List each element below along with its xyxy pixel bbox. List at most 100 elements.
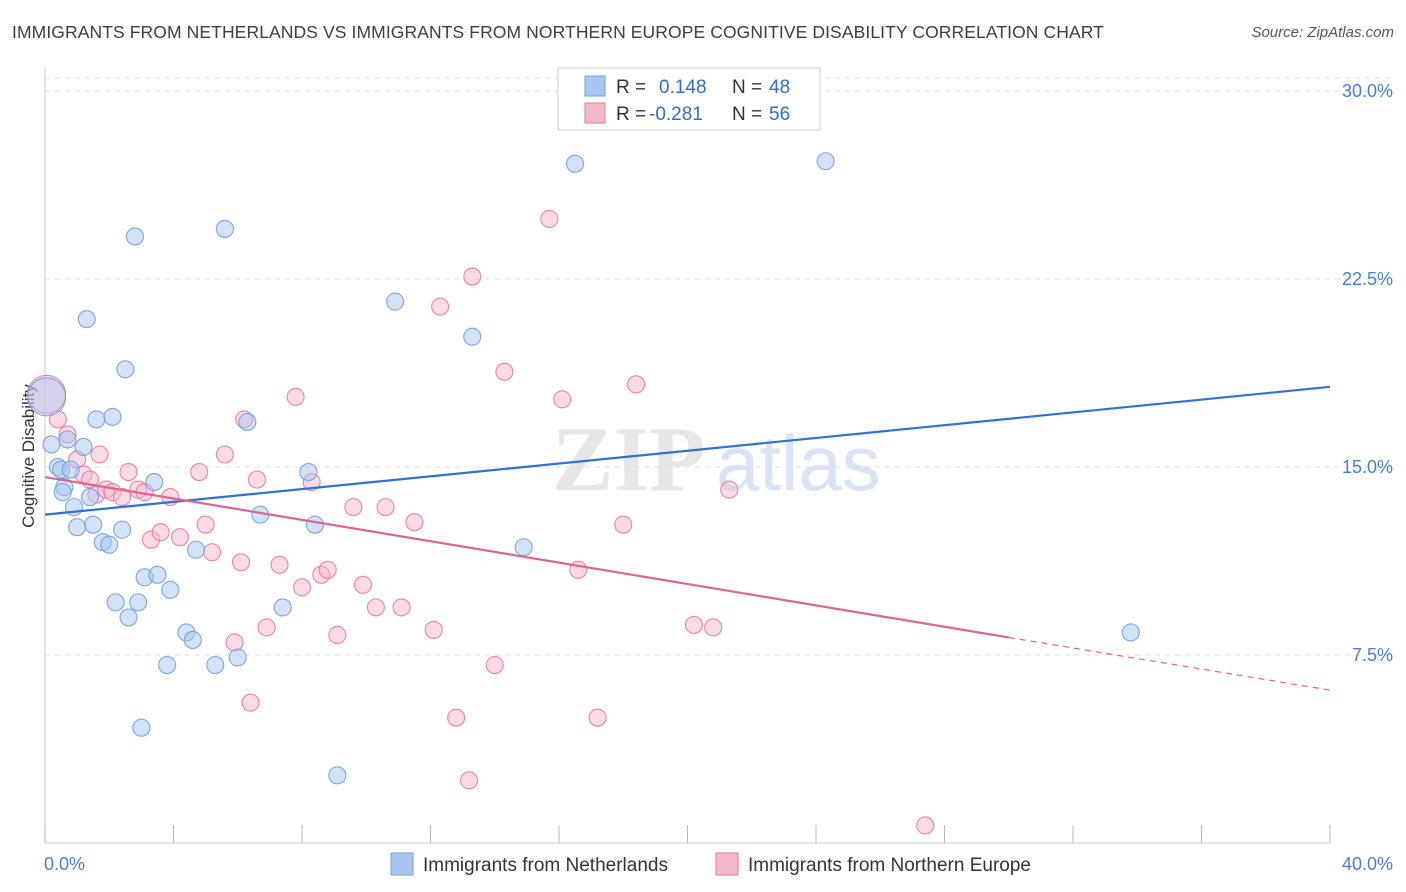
legend-n-label-1: N = [732,77,762,98]
northern-europe-trend-line [44,475,1009,639]
northern-europe-point-51 [588,708,607,727]
northern-europe-point-22 [225,633,244,652]
legend-n-label-2: N = [732,104,762,125]
netherlands-point-17 [106,593,125,612]
northern-europe-point-1 [48,410,67,429]
northern-europe-trend-extension [1008,636,1331,691]
northern-europe-point-17 [170,528,189,547]
northern-europe-point-21 [215,445,234,464]
netherlands-point-10 [77,310,96,329]
netherlands-point-9 [74,437,93,457]
northern-europe-point-10 [113,488,132,507]
axes [44,66,1331,844]
netherlands-point-46 [1121,623,1140,642]
legend-swatch-northern-europe [584,102,606,124]
netherlands-point-15 [100,535,119,554]
netherlands-point-20 [119,608,138,627]
legend-n-value-2: 56 [769,104,790,125]
northern-europe-point-35 [344,498,363,517]
netherlands-point-44 [566,154,585,173]
bottom-legend-label-northern-europe: Immigrants from Northern Europe [748,855,1031,876]
netherlands-point-21 [125,227,144,246]
netherlands-point-31 [186,540,206,559]
northern-europe-point-7 [90,445,109,464]
watermark-zip: ZIP [552,408,705,510]
northern-europe-point-33 [318,560,337,579]
northern-europe-point-49 [553,390,572,409]
netherlands-point-28 [161,580,180,599]
northern-europe-point-37 [366,598,385,617]
bottom-legend-label-netherlands: Immigrants from Netherlands [423,855,668,876]
netherlands-point-25 [145,473,164,492]
bottom-legend-swatch-netherlands [390,852,414,876]
y-tick-label-2: 22.5% [1342,269,1393,289]
netherlands-point-47 [53,483,72,502]
netherlands-point-30 [183,630,202,650]
northern-europe-point-27 [257,618,276,637]
legend-r-value-1: 0.148 [659,77,707,98]
northern-europe-point-20 [203,543,222,562]
northern-europe-point-56 [720,480,739,499]
x-tick-labels: 0.0% 40.0% [44,854,1393,874]
netherlands-point-39 [305,515,324,534]
x-tick-label-0: 0.0% [44,854,85,874]
northern-europe-point-47 [495,362,514,381]
northern-europe-point-38 [376,498,395,517]
netherlands-point-18 [113,520,132,539]
northern-europe-point-57 [916,816,935,835]
netherlands-point-23 [132,718,151,737]
northern-europe-point-11 [119,462,138,482]
netherlands-point-27 [158,655,177,675]
trend-lines [44,385,1331,691]
netherlands-point-38 [299,462,318,482]
netherlands-point-16 [103,407,122,426]
northern-europe-point-34 [328,625,347,645]
northern-europe-point-54 [684,615,703,634]
x-tick-label-1: 40.0% [1342,854,1393,874]
legend-r-value-2: -0.281 [649,104,703,125]
netherlands-trend-line [44,385,1331,516]
northern-europe-point-40 [405,513,424,532]
northern-europe-point-39 [392,598,411,617]
netherlands-point-1 [42,435,61,454]
northern-europe-point-44 [459,771,479,790]
netherlands-point-0 [27,377,67,417]
northern-europe-point-45 [463,267,482,286]
northern-europe-point-36 [353,575,373,594]
netherlands-point-42 [463,327,482,346]
chart-title: IMMIGRANTS FROM NETHERLANDS VS IMMIGRANT… [12,22,1104,42]
netherlands-point-6 [61,460,80,479]
netherlands-point-12 [84,515,103,534]
chart-source: Source: ZipAtlas.com [1251,24,1394,41]
netherlands-point-11 [80,488,100,507]
netherlands-point-34 [228,648,247,667]
netherlands-point-8 [68,518,87,537]
northern-europe-point-23 [231,553,251,572]
northern-europe-point-29 [286,387,305,406]
correlation-legend: R = 0.148 N = 48 R = -0.281 N = 56 [557,67,821,131]
netherlands-point-5 [58,430,77,449]
northern-europe-point-30 [292,578,312,597]
netherlands-point-22 [129,593,148,612]
northern-europe-point-18 [190,462,209,482]
legend-r-label-2: R = [616,104,646,125]
netherlands-point-33 [215,219,234,238]
northern-europe-point-52 [614,515,633,534]
netherlands-point-41 [386,292,405,311]
netherlands-point-26 [148,565,167,584]
netherlands-point-45 [816,152,835,171]
northern-europe-point-55 [704,618,723,637]
legend-r-label-1: R = [616,77,646,98]
watermark-atlas: atlas [716,419,881,507]
bottom-legend-swatch-northern-europe [715,852,739,876]
northern-europe-point-26 [247,470,267,489]
northern-europe-point-43 [447,708,466,727]
legend-swatch-netherlands [584,75,606,97]
northern-europe-point-15 [151,523,170,542]
netherlands-point-13 [87,410,106,429]
netherlands-point-35 [238,412,257,431]
netherlands-point-37 [273,598,292,617]
y-tick-label-1: 15.0% [1342,457,1393,477]
northern-europe-point-25 [241,693,260,712]
